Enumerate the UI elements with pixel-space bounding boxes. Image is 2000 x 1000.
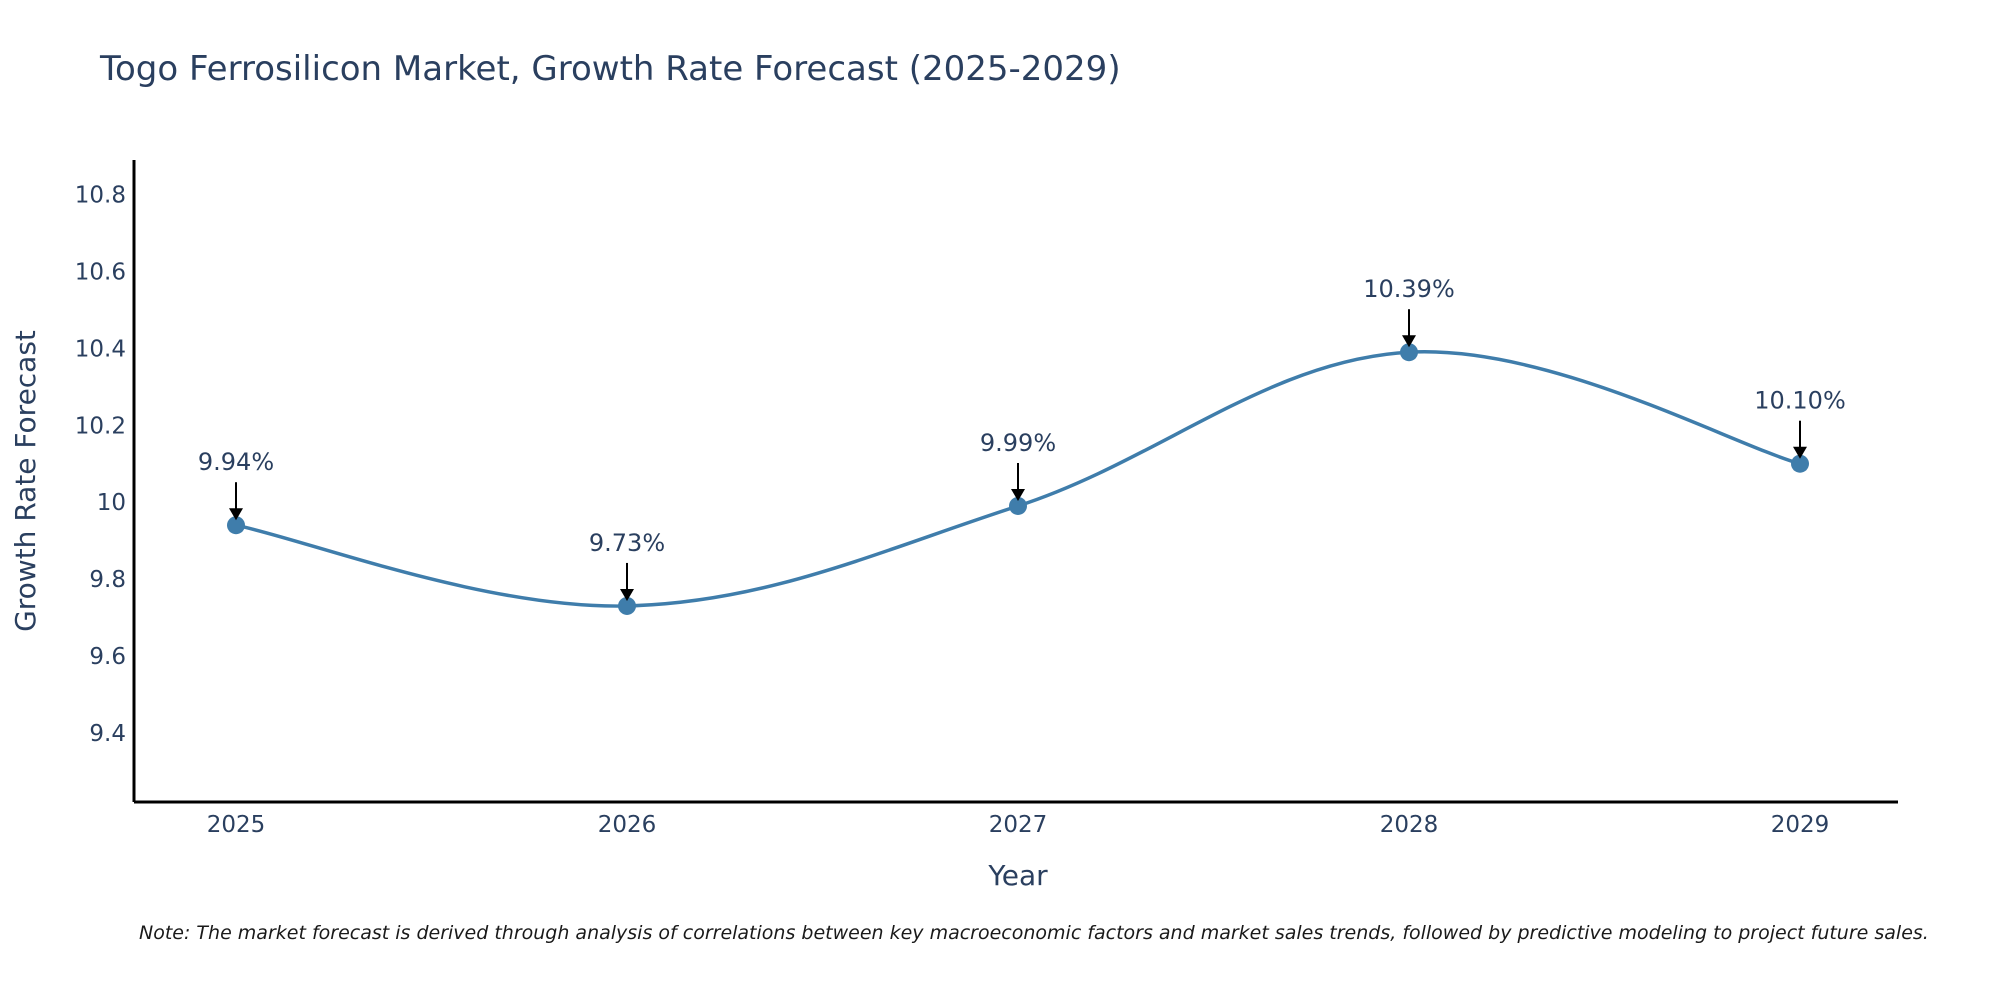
footnote: Note: The market forecast is derived thr… bbox=[139, 922, 1929, 944]
x-tick-label: 2028 bbox=[1380, 812, 1439, 838]
annotation-layer: 9.94% 9.73% 9.99% 10.39% 10.10% bbox=[198, 275, 1846, 601]
y-tick-label: 10.4 bbox=[75, 336, 126, 362]
data-point-2027 bbox=[1009, 496, 1027, 515]
data-label: 9.99% bbox=[980, 429, 1056, 457]
series-layer bbox=[227, 343, 1809, 615]
x-tick-label: 2026 bbox=[598, 812, 657, 838]
y-tick-labels: 9.4 9.6 9.8 10 10.2 10.4 10.6 10.8 bbox=[75, 183, 126, 747]
y-tick-label: 10.6 bbox=[75, 259, 126, 285]
annotation-arrow-head bbox=[1793, 446, 1807, 459]
chart-title: Togo Ferrosilicon Market, Growth Rate Fo… bbox=[99, 49, 1121, 89]
x-tick-label: 2027 bbox=[989, 812, 1048, 838]
data-label: 9.94% bbox=[198, 448, 274, 476]
y-axis-title: Growth Rate Forecast bbox=[9, 330, 42, 632]
y-tick-label: 9.4 bbox=[89, 721, 126, 747]
x-tick-label: 2025 bbox=[207, 812, 266, 838]
x-tick-labels: 2025 2026 2027 2028 2029 bbox=[207, 812, 1830, 838]
annotation-arrow-head bbox=[229, 508, 243, 521]
data-point-2029 bbox=[1791, 454, 1809, 473]
data-label: 10.10% bbox=[1754, 387, 1846, 415]
y-tick-label: 9.6 bbox=[89, 644, 126, 670]
x-axis-title: Year bbox=[987, 859, 1048, 892]
data-point-2028 bbox=[1400, 343, 1418, 362]
annotation-arrow-head bbox=[1011, 488, 1025, 501]
x-tick-label: 2029 bbox=[1771, 812, 1830, 838]
y-tick-label: 10.8 bbox=[75, 183, 126, 209]
data-label: 10.39% bbox=[1363, 275, 1455, 303]
y-tick-label: 10 bbox=[97, 490, 126, 516]
annotation-arrow-head bbox=[1402, 335, 1416, 348]
data-point-2025 bbox=[227, 516, 245, 535]
y-tick-label: 9.8 bbox=[89, 567, 126, 593]
y-tick-label: 10.2 bbox=[75, 413, 126, 439]
plot-area: 9.94% 9.73% 9.99% 10.39% 10.10% bbox=[198, 275, 1846, 615]
data-point-2026 bbox=[618, 596, 636, 615]
data-label: 9.73% bbox=[589, 529, 665, 557]
annotation-arrow-head bbox=[620, 588, 634, 601]
